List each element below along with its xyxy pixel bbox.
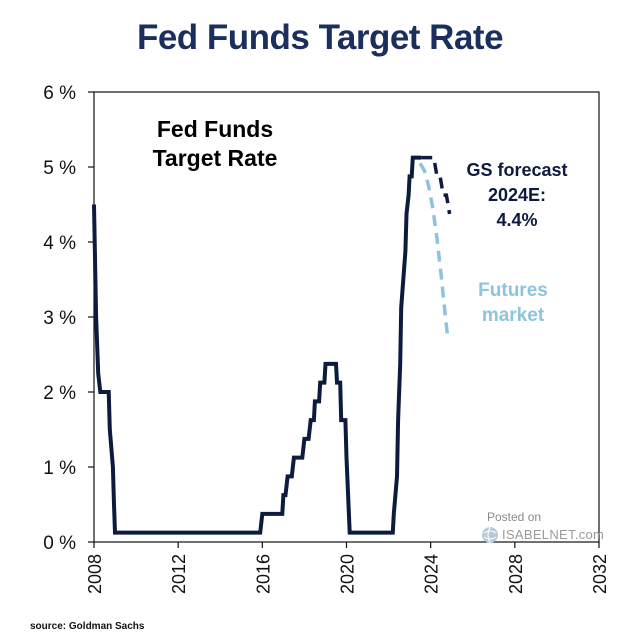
x-axis-ticks: 2008 2012 2016 2020 2024 2028 2032 xyxy=(85,542,610,594)
globe-icon xyxy=(482,526,498,544)
x-tick-label: 2028 xyxy=(506,554,526,594)
futures-annotation-2: market xyxy=(482,305,545,326)
series-layer xyxy=(92,155,452,535)
y-tick-label: 2 % xyxy=(43,383,76,404)
watermark-site: ISABELNET.com xyxy=(502,527,605,542)
gs-forecast-annotation-2: 2024E: xyxy=(488,185,546,205)
series-line xyxy=(92,155,422,535)
gs-forecast-annotation-1: GS forecast xyxy=(466,160,567,180)
x-tick-label: 2012 xyxy=(169,554,189,594)
x-tick-label: 2008 xyxy=(85,554,105,594)
inset-label-line-1: Fed Funds xyxy=(157,116,273,142)
source-note: source: Goldman Sachs xyxy=(30,621,145,632)
x-tick-label: 2032 xyxy=(590,554,610,594)
y-tick-label: 4 % xyxy=(43,233,76,254)
x-tick-label: 2024 xyxy=(422,554,442,594)
inset-label-line-2: Target Rate xyxy=(153,145,278,171)
x-tick-label: 2016 xyxy=(253,554,273,594)
y-tick-label: 5 % xyxy=(43,158,76,179)
plot-area-frame xyxy=(93,91,600,543)
gs-forecast-annotation-3: 4.4% xyxy=(496,210,537,230)
y-axis-ticks: 0 % 1 % 2 % 3 % 4 % 5 % 6 % xyxy=(43,83,94,554)
futures-annotation-1: Futures xyxy=(478,280,548,301)
chart-title: Fed Funds Target Rate xyxy=(136,18,504,57)
series-line xyxy=(418,162,450,336)
watermark-posted-on: Posted on xyxy=(487,510,542,524)
y-tick-label: 0 % xyxy=(43,533,76,554)
y-tick-label: 1 % xyxy=(43,458,76,479)
series-line xyxy=(421,155,452,215)
y-tick-label: 6 % xyxy=(43,83,76,104)
y-tick-label: 3 % xyxy=(43,308,76,329)
x-tick-label: 2020 xyxy=(338,554,358,594)
